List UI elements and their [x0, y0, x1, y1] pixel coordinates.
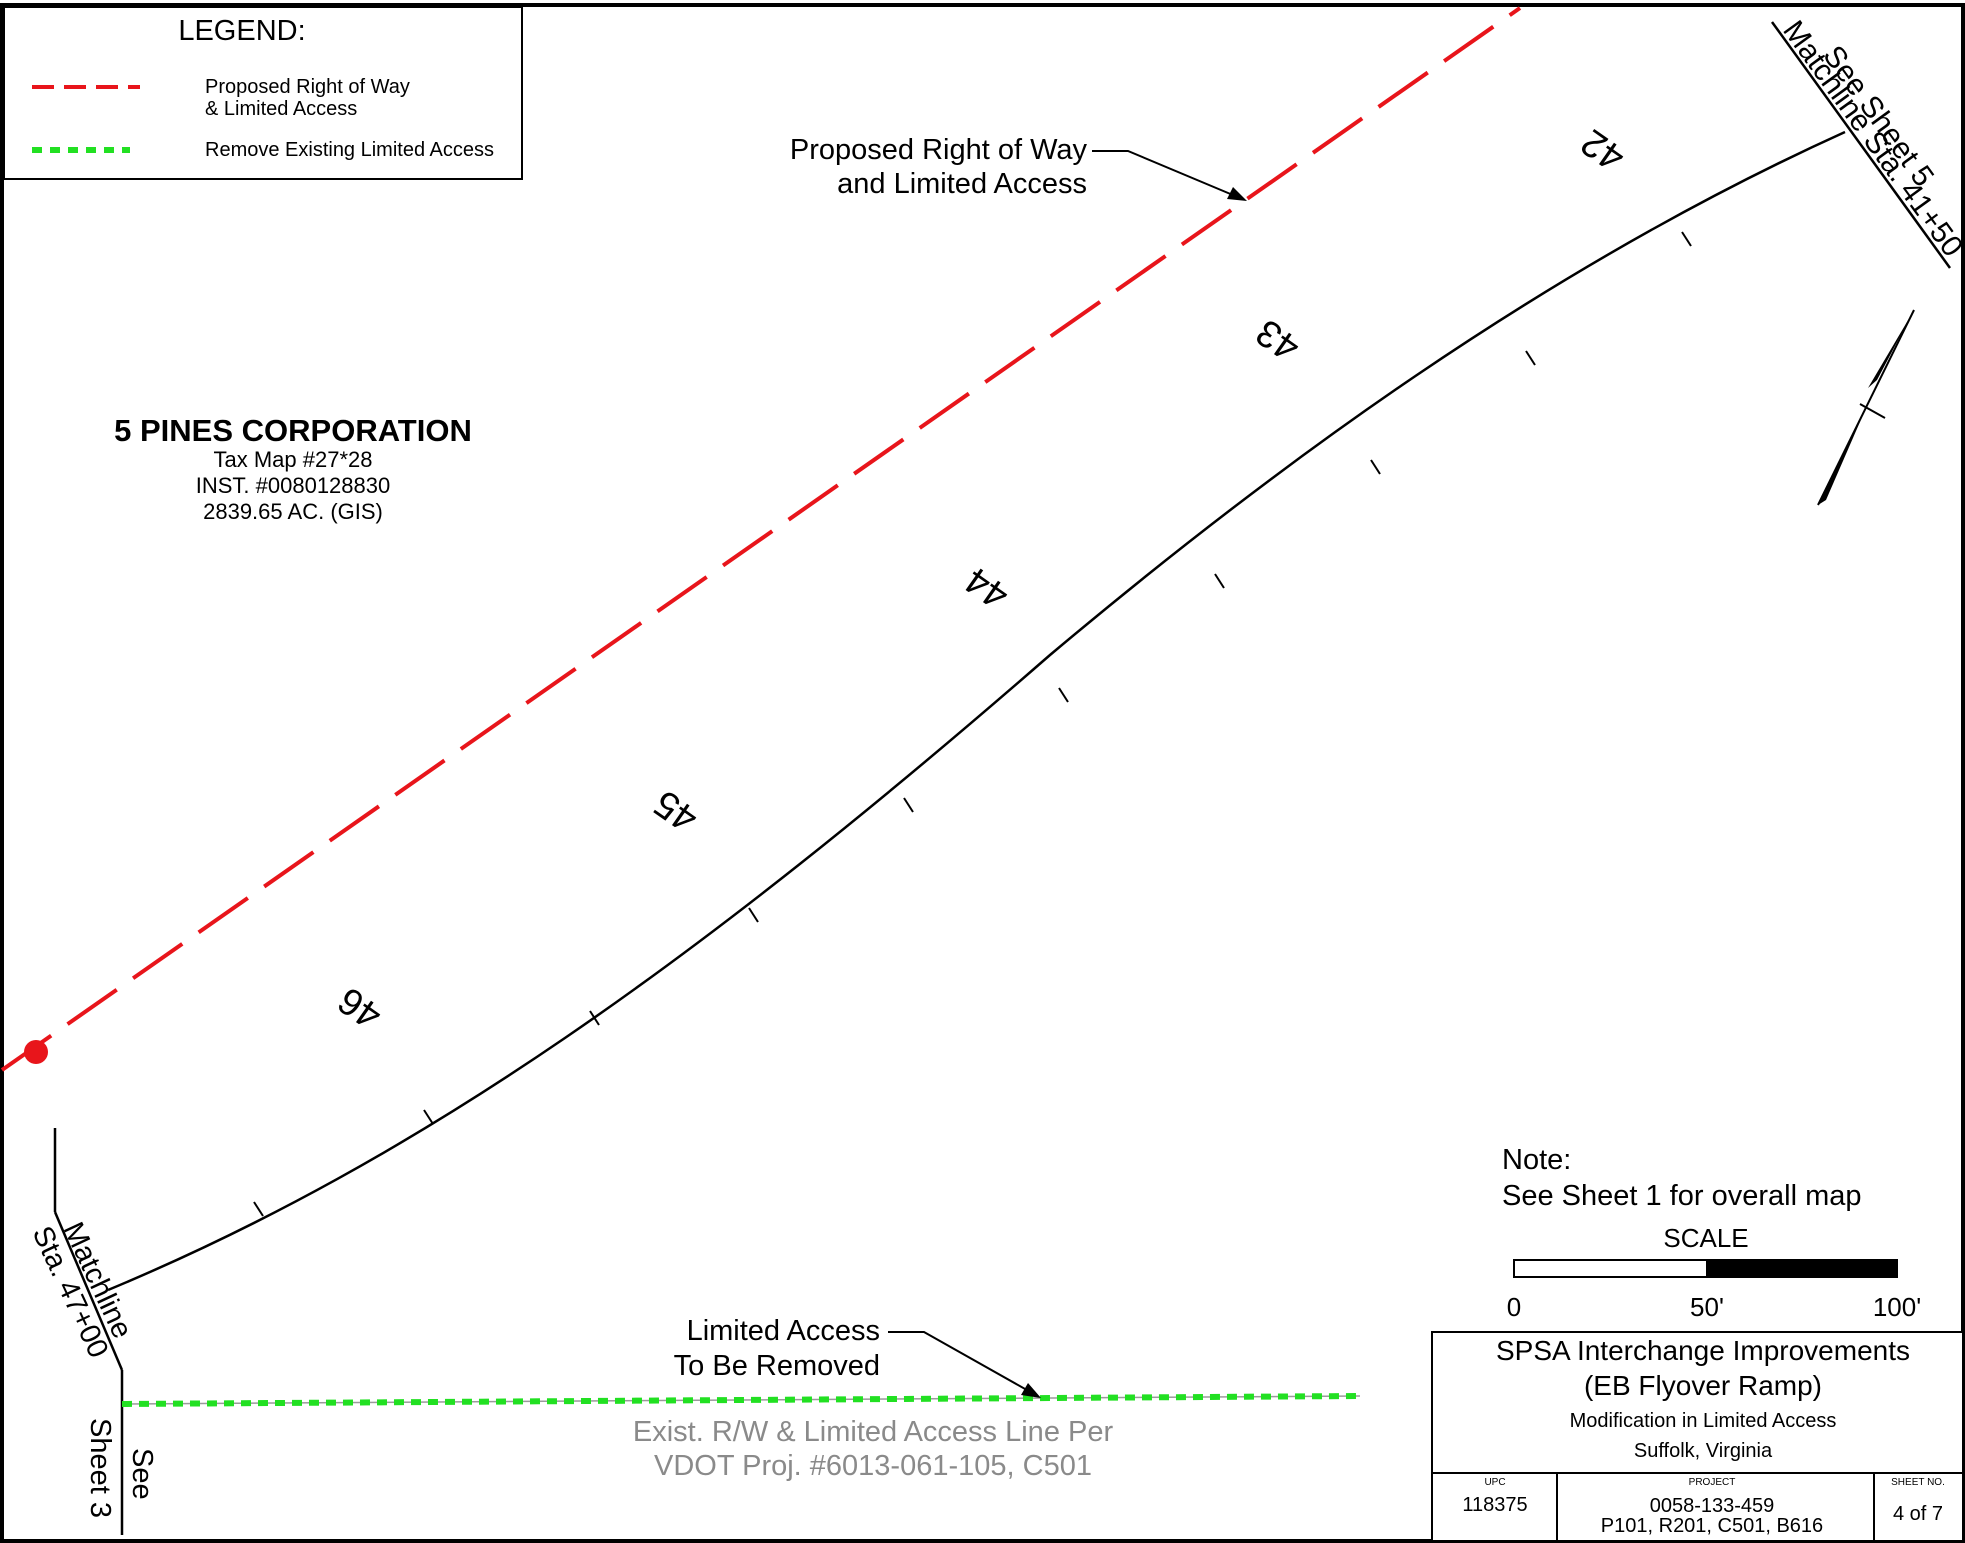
station-label-46: 46 [331, 979, 390, 1038]
station-label-45: 45 [647, 782, 706, 841]
lower-matchline: Matchline Sta. 47+00 See Sheet 3 [26, 1128, 158, 1535]
owner-block: 5 PINES CORPORATION Tax Map #27*28 INST.… [114, 413, 472, 524]
station-ticks [253, 231, 1692, 1217]
note-block: Note: See Sheet 1 for overall map [1502, 1144, 1861, 1212]
upper-matchline: See Sheet 5 Matchline Sta. 41+50 [1770, 15, 1965, 269]
baseline-centerline [107, 130, 1846, 1292]
lower-see-label: See [126, 1448, 158, 1500]
title-block: SPSA Interchange Improvements (EB Flyove… [1431, 1331, 1964, 1542]
removed-callout-line1: Limited Access [687, 1315, 880, 1347]
scale-bar-black-segment [1706, 1259, 1898, 1278]
station-label-42: 42 [1574, 121, 1633, 180]
title-block-frame [1431, 1331, 1964, 1542]
title-location: Suffolk, Virginia [1634, 1440, 1773, 1462]
owner-instrument: INST. #0080128830 [196, 473, 391, 498]
proposed-callout-line1: Proposed Right of Way [790, 134, 1088, 166]
station-tick [1370, 459, 1381, 475]
removed-callout-arrowhead [1021, 1383, 1041, 1398]
legend-label-proposed-2: & Limited Access [205, 98, 357, 120]
removed-limited-access: Limited Access To Be Removed Exist. R/W … [121, 1315, 1361, 1482]
scale-label-0: 0 [1507, 1292, 1521, 1322]
station-tick [1214, 573, 1225, 589]
scale-title: SCALE [1663, 1223, 1748, 1253]
station-tick [589, 1010, 600, 1026]
proposed-callout-leader [1092, 150, 1241, 199]
owner-tax-map: Tax Map #27*28 [214, 447, 373, 472]
lower-matchline-line [53, 1211, 124, 1371]
owner-acreage: 2839.65 AC. (GIS) [203, 499, 383, 524]
title-project-sub: (EB Flyover Ramp) [1584, 1370, 1822, 1401]
title-description: Modification in Limited Access [1570, 1410, 1837, 1432]
owner-name: 5 PINES CORPORATION [114, 413, 472, 448]
legend-title: LEGEND: [178, 15, 305, 47]
station-label-43: 43 [1249, 311, 1308, 370]
title-project-value-1: 0058-133-459 [1650, 1495, 1775, 1517]
proposed-row-point-marker [24, 1040, 48, 1064]
station-tick [253, 1201, 264, 1217]
sheet-border [0, 3, 1965, 1543]
station-label-44: 44 [958, 559, 1017, 618]
station-tick [1681, 231, 1692, 247]
title-sheet-value: 4 of 7 [1893, 1503, 1943, 1525]
title-sheet-label: SHEET NO. [1891, 1477, 1945, 1488]
title-project-name: SPSA Interchange Improvements [1496, 1335, 1910, 1366]
removed-callout-leader [888, 1331, 1035, 1395]
note-text: See Sheet 1 for overall map [1502, 1180, 1861, 1212]
scale-bar-white-segment [1513, 1259, 1708, 1278]
upper-matchline-line [1770, 21, 1952, 269]
proposed-row-line [0, 6, 1522, 1072]
north-arrow-lower-half [1818, 408, 1866, 505]
existing-line-note-1: Exist. R/W & Limited Access Line Per [633, 1416, 1114, 1448]
removed-callout-line2: To Be Removed [674, 1350, 880, 1382]
station-tick [1058, 687, 1069, 703]
scale-bar: SCALE 0 50' 100' [1507, 1223, 1921, 1322]
legend-label-proposed-1: Proposed Right of Way [205, 76, 410, 98]
title-upc-label: UPC [1484, 1477, 1505, 1488]
proposed-row-callout: Proposed Right of Way and Limited Access [790, 134, 1247, 201]
station-labels: 42 43 44 45 46 [331, 121, 1633, 1038]
lower-see-sheet: Sheet 3 [84, 1418, 116, 1518]
upper-matchline-station: Matchline Sta. 41+50 [1776, 15, 1965, 263]
note-title: Note: [1502, 1144, 1571, 1176]
removed-la-line [121, 1393, 1361, 1407]
north-arrow-icon [1817, 309, 1915, 506]
station-tick [1525, 350, 1536, 366]
proposed-callout-line2: and Limited Access [837, 168, 1087, 200]
station-tick [748, 907, 759, 923]
station-tick [903, 797, 914, 813]
legend-label-removed: Remove Existing Limited Access [205, 139, 494, 161]
north-arrow-upper-half [1868, 310, 1914, 388]
proposed-callout-arrowhead [1227, 187, 1247, 201]
north-arrow-crossbar [1859, 403, 1886, 419]
title-project-label: PROJECT [1689, 1477, 1736, 1488]
station-tick [423, 1109, 434, 1125]
legend: LEGEND: Proposed Right of Way & Limited … [3, 6, 523, 180]
existing-line-note-2: VDOT Proj. #6013-061-105, C501 [654, 1450, 1092, 1482]
title-project-value-2: P101, R201, C501, B616 [1601, 1515, 1823, 1537]
scale-label-100: 100' [1873, 1292, 1921, 1322]
title-upc-value: 118375 [1462, 1494, 1527, 1516]
scale-label-50: 50' [1690, 1292, 1724, 1322]
